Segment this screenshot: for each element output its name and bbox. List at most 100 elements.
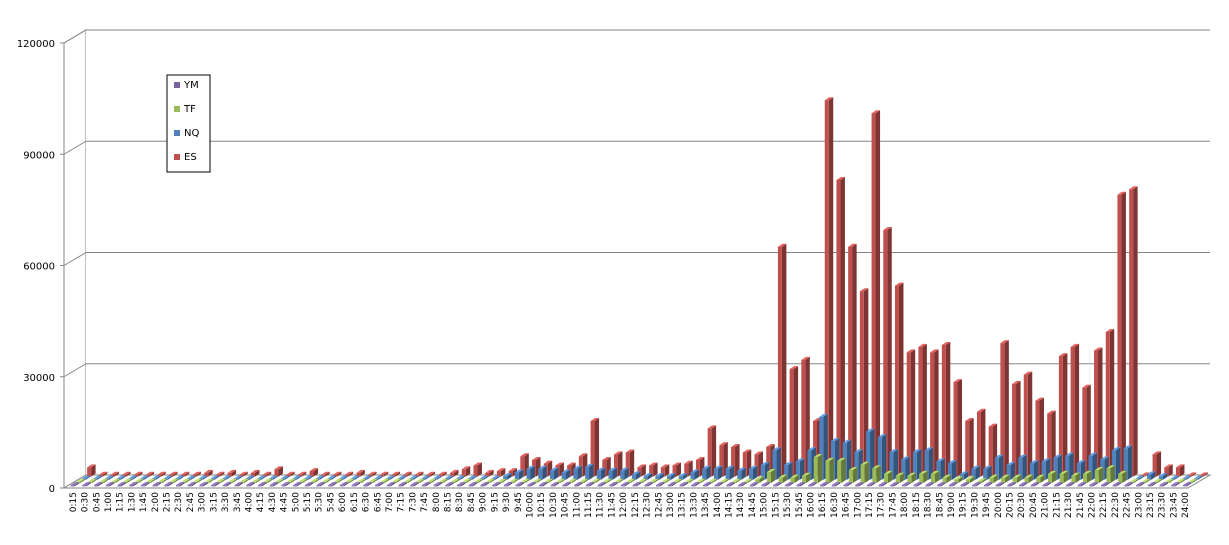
- bar-ym: [808, 482, 817, 487]
- bar-ym: [117, 482, 126, 487]
- gridline: [63, 252, 1210, 266]
- x-tick-label: 14:45: [748, 492, 758, 518]
- legend-label: ES: [184, 152, 197, 163]
- bar-ym: [972, 482, 981, 487]
- x-tick-label: 5:15: [303, 492, 313, 512]
- bar-es: [824, 97, 834, 477]
- bar-tf: [766, 469, 776, 484]
- bar-ym: [456, 482, 466, 487]
- bar-tf: [1024, 474, 1033, 484]
- bar-nq: [924, 447, 934, 480]
- x-tick-label: 2:45: [186, 492, 196, 512]
- bar-nq: [795, 458, 805, 480]
- bar-ym: [562, 482, 571, 487]
- bar-ym: [375, 482, 384, 487]
- bar-es: [836, 176, 845, 477]
- bar-es: [309, 468, 319, 477]
- bar-tf: [895, 472, 905, 484]
- x-tick-label: 20:45: [1029, 492, 1039, 518]
- x-tick-label: 22:30: [1111, 492, 1121, 518]
- bar-es: [204, 469, 213, 477]
- bar-tf: [1083, 470, 1092, 484]
- bar-ym: [187, 482, 197, 487]
- bar-ym: [351, 482, 361, 487]
- bar-ym: [398, 482, 407, 487]
- x-tick-label: 18:45: [935, 492, 945, 518]
- bar-ym: [995, 482, 1005, 487]
- bar-ym: [1112, 482, 1122, 487]
- bar-ym: [1065, 482, 1075, 487]
- legend-swatch: [174, 82, 180, 88]
- bar-ym: [421, 482, 431, 487]
- x-tick-label: 8:45: [467, 492, 477, 512]
- bar-nq: [526, 465, 536, 480]
- x-tick-label: 6:45: [373, 492, 383, 512]
- bar-es: [1094, 347, 1103, 477]
- bar-nq: [994, 454, 1004, 480]
- bar-ym: [269, 482, 279, 487]
- bar-nq: [948, 460, 957, 480]
- x-tick-label: 13:30: [689, 492, 699, 518]
- x-tick-label: 8:15: [444, 492, 454, 512]
- x-tick-label: 10:30: [549, 492, 559, 518]
- x-tick-label: 15:00: [760, 492, 770, 518]
- bar-tf: [954, 476, 963, 484]
- x-tick-label: 1:15: [116, 492, 126, 512]
- bar-tf: [942, 474, 952, 484]
- bar-nq: [573, 465, 582, 480]
- x-tick-label: 9:30: [502, 492, 512, 512]
- x-tick-label: 15:45: [795, 492, 805, 518]
- bar-nq: [936, 458, 945, 480]
- bar-ym: [702, 482, 712, 487]
- bar-nq: [655, 473, 664, 480]
- bar-ym: [527, 482, 536, 487]
- bar-es: [731, 443, 740, 477]
- bar-nq: [631, 471, 641, 480]
- bar-ym: [737, 482, 747, 487]
- bar-ym: [644, 482, 653, 487]
- gridline: [63, 140, 1210, 155]
- x-tick-label: 23:30: [1158, 492, 1168, 518]
- x-tick-label: 4:30: [268, 492, 278, 512]
- x-tick-label: 4:45: [280, 492, 290, 512]
- x-tick-label: 13:45: [701, 492, 711, 518]
- bar-es: [356, 469, 365, 477]
- bar-es: [625, 449, 635, 477]
- x-tick-label: 20:00: [994, 492, 1004, 518]
- bar-ym: [105, 482, 115, 487]
- x-tick-label: 22:45: [1123, 492, 1133, 518]
- bar-es: [801, 356, 810, 477]
- bar-ym: [913, 482, 923, 487]
- x-tick-label: 14:30: [736, 492, 746, 518]
- y-axis: 0 30000 60000 90000 120000: [17, 39, 65, 495]
- bar-tf: [837, 457, 846, 484]
- bar-nq: [713, 465, 723, 480]
- bar-es: [859, 288, 869, 477]
- x-tick-label: 8:00: [432, 492, 442, 512]
- bar-es: [789, 366, 799, 477]
- x-tick-label: 12:00: [619, 492, 629, 518]
- x-tick-label: 15:30: [783, 492, 793, 518]
- y-tick-label: 120000: [17, 39, 55, 50]
- bar-es: [965, 418, 974, 477]
- x-tick-label: 0:15: [69, 492, 79, 512]
- bar-ym: [726, 482, 735, 487]
- x-tick-label: 2:00: [151, 492, 161, 512]
- bar-es: [1070, 343, 1080, 477]
- bar-tf: [790, 474, 799, 484]
- bar-nq: [678, 473, 688, 480]
- bar-nq: [690, 469, 699, 480]
- bar-tf: [1094, 467, 1104, 484]
- x-tick-label: 13:00: [666, 492, 676, 518]
- bar-ym: [609, 482, 618, 487]
- bar-ym: [140, 482, 150, 487]
- x-tick-label: 5:45: [326, 492, 336, 512]
- bar-tf: [813, 454, 823, 484]
- x-tick-label: 19:45: [982, 492, 992, 518]
- bar-ym: [773, 482, 782, 487]
- bar-es: [871, 110, 881, 477]
- bar-nq: [1158, 473, 1168, 480]
- bar-ym: [129, 482, 138, 487]
- bar-es: [227, 469, 237, 477]
